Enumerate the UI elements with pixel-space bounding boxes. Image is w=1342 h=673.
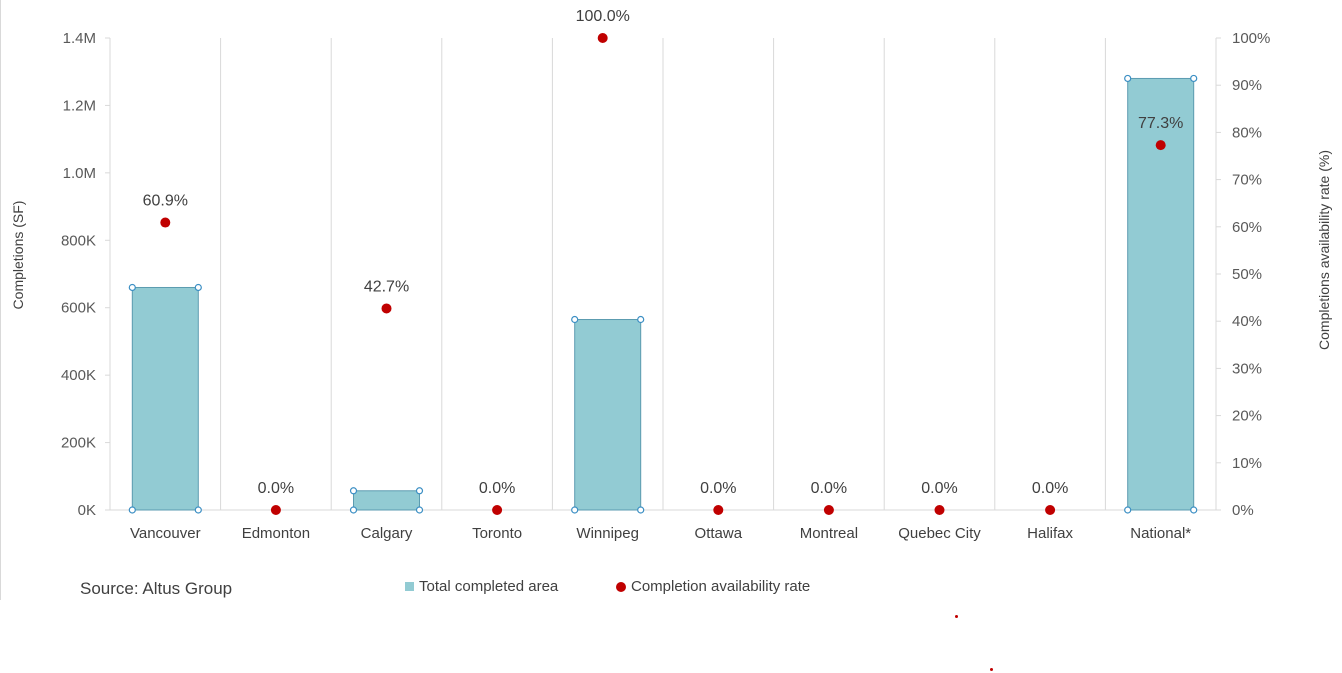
bar <box>574 319 642 511</box>
dot-series <box>160 33 1166 515</box>
right-axis-ticks: 0% 10% 20% 30% 40% 50% 60% 70% 80% 90% 100% <box>1216 30 1270 519</box>
right-tick-label: 100% <box>1232 30 1270 47</box>
bar-corner-handle <box>349 487 358 495</box>
stray-dot <box>955 615 958 618</box>
availability-dot <box>160 217 171 228</box>
right-axis-title: Completions availability rate (%) <box>1316 150 1332 350</box>
availability-label: 0.0% <box>921 480 957 497</box>
category-label: Calgary <box>361 525 413 542</box>
left-tick-label: 600K <box>61 300 96 317</box>
bar-corner-handle <box>1190 74 1198 83</box>
right-tick-label: 30% <box>1232 360 1262 377</box>
category-label: Vancouver <box>130 525 201 542</box>
left-axis-title: Completions (SF) <box>10 201 26 310</box>
right-tick-label: 40% <box>1232 313 1262 330</box>
right-tick-label: 50% <box>1232 266 1262 283</box>
legend-dot-swatch <box>616 581 626 592</box>
bar-corner-handle <box>194 283 202 292</box>
bar-corner-handle <box>637 506 645 514</box>
bar <box>131 286 199 511</box>
availability-dot <box>270 505 281 515</box>
legend-bar-swatch <box>405 582 414 591</box>
bar-corner-handle <box>128 506 136 514</box>
category-label: National* <box>1130 525 1191 542</box>
left-axis-ticks: 0K 200K 400K 600K 800K 1.0M 1.2M 1.4M <box>61 30 110 519</box>
availability-label: 0.0% <box>700 480 736 497</box>
category-label: Ottawa <box>695 525 743 542</box>
availability-label: 0.0% <box>479 480 515 497</box>
availability-dot <box>597 33 608 43</box>
source-note: Source: Altus Group <box>80 579 233 598</box>
availability-dot <box>381 303 392 314</box>
chart: 60.9% 0.0% 42.7% 0.0% 100.0% 0.0% 0.0% 0.0% 0.0%… <box>10 8 1332 542</box>
left-tick-label: 1.0M <box>63 165 96 182</box>
grid-lines <box>109 38 1217 511</box>
bar-corner-handle <box>571 506 579 514</box>
category-label: Quebec City <box>898 525 981 542</box>
left-tick-label: 200K <box>61 435 96 452</box>
left-frame-edge <box>0 0 1 600</box>
right-tick-label: 0% <box>1232 502 1254 519</box>
right-tick-label: 10% <box>1232 455 1262 472</box>
availability-label: 100.0% <box>576 8 630 25</box>
availability-dot <box>1045 505 1056 515</box>
left-tick-label: 400K <box>61 367 96 384</box>
availability-label: 0.0% <box>1032 480 1068 497</box>
bar-corner-handle <box>1124 74 1132 83</box>
availability-dot <box>713 505 724 515</box>
bar <box>353 490 420 511</box>
availability-label: 42.7% <box>364 278 409 295</box>
right-tick-label: 80% <box>1232 124 1262 141</box>
category-label: Toronto <box>472 525 522 542</box>
right-tick-label: 60% <box>1232 219 1262 236</box>
category-label: Winnipeg <box>576 525 639 542</box>
availability-dot <box>492 505 503 515</box>
availability-label: 0.0% <box>258 480 294 497</box>
data-labels: 60.9% 0.0% 42.7% 0.0% 100.0% 0.0% 0.0% 0.0% 0.0%… <box>143 8 1184 497</box>
bar-series <box>128 74 1198 514</box>
left-tick-label: 1.4M <box>63 30 96 47</box>
bar-corner-handle <box>349 506 358 514</box>
right-tick-label: 70% <box>1232 172 1262 189</box>
legend-dot-label: Completion availability rate <box>631 578 811 595</box>
category-label: Halifax <box>1027 525 1073 542</box>
bar-corner-handle <box>415 506 424 514</box>
stray-dot <box>990 668 993 671</box>
legend-item-bar: Total completed area <box>405 578 558 595</box>
availability-label: 77.3% <box>1138 115 1183 132</box>
left-tick-label: 800K <box>61 232 96 249</box>
left-tick-label: 1.2M <box>63 97 96 114</box>
bar-corner-handle <box>415 487 424 495</box>
category-label: Montreal <box>800 525 858 542</box>
bar-corner-handle <box>571 315 579 324</box>
right-tick-label: 90% <box>1232 77 1262 94</box>
left-tick-label: 0K <box>78 502 96 519</box>
legend-item-dot: Completion availability rate <box>616 578 810 595</box>
availability-label: 60.9% <box>143 193 188 210</box>
bar <box>1127 77 1195 511</box>
availability-dot <box>934 505 945 515</box>
category-labels: Vancouver Edmonton Calgary Toronto Winnipeg O… <box>130 525 1191 542</box>
category-label: Edmonton <box>242 525 310 542</box>
bar-corner-handle <box>128 283 136 292</box>
bar-corner-handle <box>194 506 202 514</box>
availability-dot <box>1155 140 1166 151</box>
availability-label: 0.0% <box>811 480 847 497</box>
bar-corner-handle <box>1124 506 1132 514</box>
legend-bar-label: Total completed area <box>419 578 559 595</box>
bar-corner-handle <box>637 315 645 324</box>
right-tick-label: 20% <box>1232 408 1262 425</box>
bar-corner-handle <box>1190 506 1198 514</box>
availability-dot <box>823 505 834 515</box>
